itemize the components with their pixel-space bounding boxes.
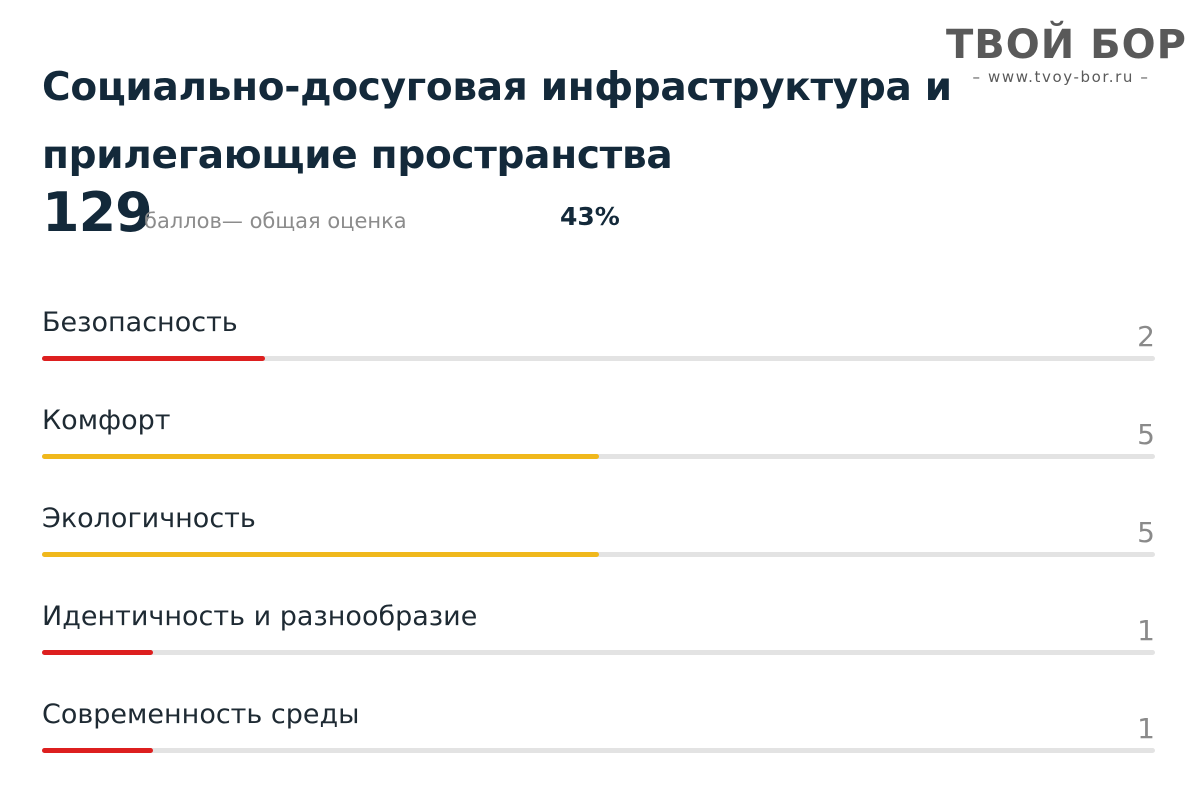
brand-logo-url: – www.tvoy-bor.ru –	[972, 68, 1150, 86]
metric-row-ecology: Экологичность 5	[42, 496, 1155, 594]
metric-progress-fill	[42, 650, 154, 655]
metric-progress-track	[42, 356, 1155, 361]
metric-progress-track	[42, 650, 1155, 655]
metric-value: 1	[1137, 614, 1155, 647]
metric-progress-fill	[42, 748, 154, 753]
metrics-list: Безопасность 2 Комфорт 5 Экологичность 5…	[42, 300, 1155, 790]
metric-value: 1	[1137, 712, 1155, 745]
metric-progress-track	[42, 552, 1155, 557]
total-score: 129 баллов— общая оценка 43%	[42, 178, 742, 248]
metric-label: Идентичность и разнообразие	[42, 601, 478, 632]
metric-label: Экологичность	[42, 503, 256, 534]
metric-label: Безопасность	[42, 307, 238, 338]
metric-row-comfort: Комфорт 5	[42, 398, 1155, 496]
total-score-caption: баллов— общая оценка	[144, 209, 407, 233]
metric-progress-track	[42, 454, 1155, 459]
metric-value: 2	[1137, 320, 1155, 353]
metric-label: Комфорт	[42, 405, 171, 436]
total-score-percent: 43%	[560, 202, 620, 231]
metric-progress-fill	[42, 356, 265, 361]
metric-progress-fill	[42, 454, 599, 459]
brand-logo: ТВОЙ БОР – www.tvoy-bor.ru –	[946, 22, 1187, 86]
metric-value: 5	[1137, 418, 1155, 451]
total-score-number: 129	[42, 181, 153, 244]
brand-logo-name: ТВОЙ БОР	[946, 22, 1187, 68]
metric-label: Современность среды	[42, 699, 360, 730]
metric-value: 5	[1137, 516, 1155, 549]
page-title-line-2: прилегающие пространства	[42, 133, 673, 179]
metric-row-identity: Идентичность и разнообразие 1	[42, 594, 1155, 692]
page-title-line-1: Социально-досуговая инфраструктура и	[42, 65, 952, 111]
metric-row-safety: Безопасность 2	[42, 300, 1155, 398]
metric-progress-track	[42, 748, 1155, 753]
metric-row-modernity: Современность среды 1	[42, 692, 1155, 790]
page-title: Социально-досуговая инфраструктура и при…	[42, 54, 952, 190]
metric-progress-fill	[42, 552, 599, 557]
